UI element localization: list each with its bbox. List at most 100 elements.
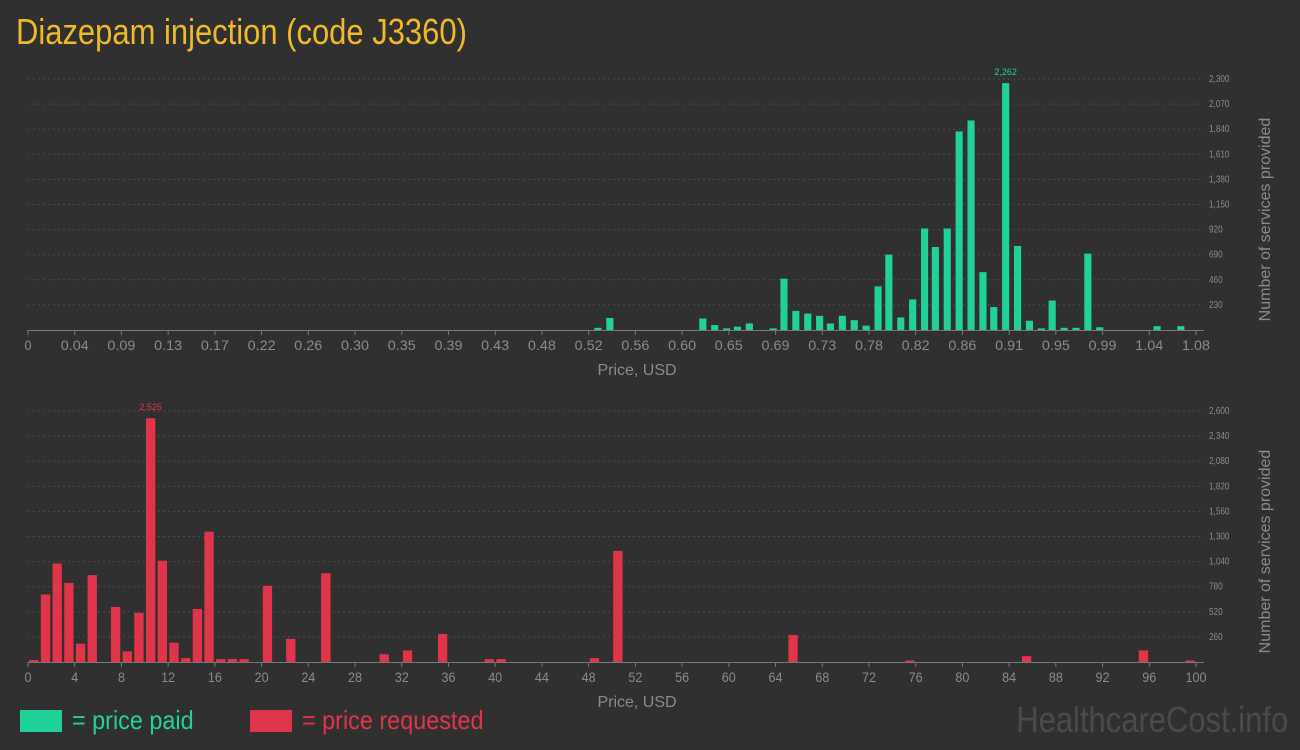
requested-bar [379, 654, 389, 662]
paid-bar [1096, 327, 1104, 330]
paid-bar [1002, 83, 1010, 330]
paid-y-axis-label: Number of services provided [1257, 118, 1274, 322]
requested-x-tick-label: 40 [488, 669, 502, 685]
requested-bar [134, 612, 144, 662]
watermark: HealthcareCost.info [1016, 699, 1288, 740]
requested-bar [122, 651, 132, 662]
requested-bar [169, 642, 179, 662]
requested-bar [87, 575, 97, 662]
paid-x-tick-label: 0.17 [201, 337, 229, 353]
requested-bar [157, 560, 167, 662]
requested-x-tick-label: 68 [815, 669, 829, 685]
legend-paid-swatch [20, 710, 62, 732]
requested-bar [145, 418, 156, 662]
paid-x-tick-label: 0.30 [341, 337, 369, 353]
price-requested-chart: 2605207801,0401,3001,5601,8202,0802,3402… [25, 402, 1275, 711]
requested-y-tick-label: 2,340 [1209, 430, 1229, 441]
paid-bar [816, 315, 824, 330]
paid-bar [1153, 326, 1161, 330]
paid-bar [594, 327, 602, 330]
requested-x-tick-label: 48 [582, 669, 596, 685]
paid-bar [850, 320, 858, 330]
requested-bar [262, 585, 273, 662]
paid-y-tick-label: 1,150 [1209, 199, 1229, 210]
paid-bar [733, 326, 742, 330]
requested-bar [227, 659, 238, 662]
requested-bar [286, 638, 296, 662]
paid-bar [804, 313, 812, 330]
paid-peak-label: 2,262 [994, 67, 1017, 77]
paid-bar [874, 286, 882, 330]
paid-bar [606, 317, 614, 330]
requested-bar [321, 573, 331, 662]
requested-bar [788, 634, 798, 662]
paid-bar [1037, 328, 1045, 330]
requested-bar [613, 550, 623, 662]
legend-paid-label: = price paid [72, 705, 194, 735]
requested-x-tick-label: 8 [118, 669, 125, 685]
requested-y-tick-label: 1,040 [1209, 556, 1229, 567]
requested-bar [484, 659, 495, 662]
paid-bar [1048, 300, 1056, 330]
requested-y-tick-label: 520 [1209, 606, 1223, 617]
paid-y-tick-label: 2,300 [1209, 73, 1229, 84]
requested-bar [1021, 656, 1032, 662]
requested-x-tick-label: 72 [862, 669, 876, 685]
requested-plot: 2605207801,0401,3001,5601,8202,0802,3402… [25, 402, 1275, 711]
requested-x-tick-label: 44 [535, 669, 549, 685]
requested-bar [1185, 660, 1195, 662]
paid-x-tick-label: 0.95 [1042, 337, 1070, 353]
requested-x-tick-label: 0 [25, 669, 32, 685]
requested-x-tick-label: 100 [1186, 669, 1207, 685]
requested-y-tick-label: 1,560 [1209, 506, 1229, 517]
paid-bar [862, 325, 870, 330]
legend-requested-swatch [250, 710, 292, 732]
requested-bar [52, 563, 62, 662]
requested-bar [216, 659, 226, 662]
requested-bar [204, 531, 214, 662]
paid-bar [1060, 327, 1068, 330]
requested-bar [437, 634, 448, 662]
requested-x-tick-label: 60 [722, 669, 736, 685]
requested-x-tick-label: 4 [71, 669, 78, 685]
requested-x-tick-label: 88 [1049, 669, 1063, 685]
paid-bar [838, 315, 846, 330]
requested-x-tick-label: 28 [348, 669, 362, 685]
requested-x-tick-label: 16 [208, 669, 222, 685]
requested-y-axis-label: Number of services provided [1257, 450, 1274, 654]
requested-x-tick-label: 52 [628, 669, 642, 685]
requested-bar [239, 659, 249, 662]
paid-x-tick-label: 0 [25, 337, 32, 353]
paid-x-tick-label: 0.69 [762, 337, 790, 353]
paid-x-tick-label: 0.22 [248, 337, 276, 353]
requested-y-tick-label: 2,080 [1209, 455, 1229, 466]
requested-bar [905, 660, 915, 662]
requested-x-tick-label: 76 [909, 669, 923, 685]
requested-x-tick-label: 24 [301, 669, 315, 685]
paid-bar [990, 307, 998, 330]
requested-x-tick-label: 80 [955, 669, 969, 685]
requested-x-tick-label: 96 [1142, 669, 1156, 685]
paid-y-tick-label: 1,840 [1209, 123, 1229, 134]
paid-bar [979, 272, 987, 330]
paid-x-tick-label: 0.26 [294, 337, 322, 353]
requested-bar [192, 608, 203, 662]
requested-x-tick-label: 32 [395, 669, 409, 685]
paid-x-tick-label: 0.78 [855, 337, 883, 353]
paid-x-tick-label: 0.43 [481, 337, 509, 353]
paid-x-tick-label: 0.35 [388, 337, 416, 353]
paid-x-tick-label: 0.04 [61, 337, 89, 353]
paid-bar [826, 323, 835, 330]
requested-x-tick-label: 20 [255, 669, 269, 685]
paid-bar [1013, 245, 1022, 330]
paid-x-tick-label: 0.13 [154, 337, 182, 353]
paid-y-tick-label: 1,380 [1209, 174, 1229, 185]
paid-y-tick-label: 1,610 [1209, 149, 1229, 160]
requested-x-tick-label: 84 [1002, 669, 1016, 685]
requested-x-tick-label: 12 [161, 669, 175, 685]
requested-y-tick-label: 1,300 [1209, 531, 1229, 542]
paid-bar [1084, 253, 1092, 330]
paid-bar [769, 328, 777, 330]
paid-bar [920, 228, 929, 330]
requested-bar [1138, 650, 1149, 662]
